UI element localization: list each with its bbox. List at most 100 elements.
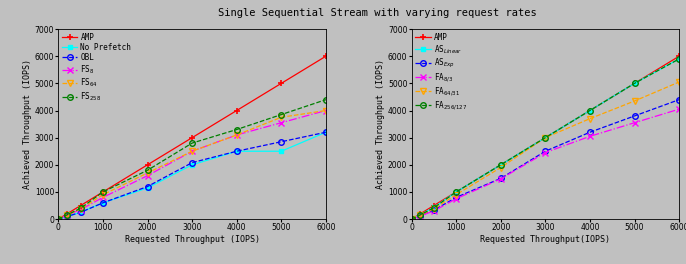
FS$_{64}$ (63, 214, 71, 217)
AMP (188, 136, 196, 139)
AS$_{Linear}$ (429, 206, 438, 209)
FA$_{8/3}$ (416, 214, 425, 218)
OBL (233, 150, 241, 153)
FA$_{256/127}$ (586, 109, 594, 112)
FA$_{8/3}$ (675, 107, 683, 111)
FA$_{64/31}$ (541, 136, 549, 139)
Line: AS$_{Linear}$: AS$_{Linear}$ (409, 56, 682, 221)
AMP (541, 136, 549, 139)
AMP (416, 212, 425, 215)
AMP (54, 218, 62, 221)
X-axis label: Requested Throughput(IOPS): Requested Throughput(IOPS) (480, 235, 611, 244)
FS$_{64}$ (143, 171, 152, 175)
AS$_{Exp}$ (586, 131, 594, 134)
FS$_{258}$ (54, 218, 62, 221)
FA$_{256/127}$ (497, 163, 505, 166)
AMP (233, 109, 241, 112)
FS$_8$ (322, 109, 330, 112)
No Prefetch (143, 186, 152, 190)
FA$_{256/127}$ (429, 206, 438, 209)
AS$_{Linear}$ (416, 213, 425, 216)
FA$_{256/127}$ (416, 213, 425, 216)
FA$_{64/31}$ (407, 218, 416, 221)
Line: OBL: OBL (56, 129, 329, 222)
AS$_{Exp}$ (497, 177, 505, 180)
FS$_8$ (143, 174, 152, 177)
FA$_{8/3}$ (586, 135, 594, 138)
AMP (277, 82, 285, 85)
FS$_{64}$ (54, 218, 62, 221)
AS$_{Linear}$ (541, 136, 549, 139)
FS$_8$ (188, 150, 196, 153)
AMP (497, 163, 505, 166)
FA$_{64/31}$ (630, 100, 639, 103)
FA$_{64/31}$ (586, 117, 594, 120)
AS$_{Exp}$ (407, 218, 416, 221)
AMP (407, 218, 416, 221)
AMP (77, 204, 85, 207)
OBL (54, 218, 62, 221)
AS$_{Linear}$ (630, 82, 639, 85)
Line: AS$_{Exp}$: AS$_{Exp}$ (409, 97, 682, 222)
AMP (322, 55, 330, 58)
AS$_{Linear}$ (452, 190, 460, 194)
AMP (99, 190, 107, 194)
FA$_{256/127}$ (630, 82, 639, 85)
FS$_{258}$ (233, 128, 241, 131)
AMP (675, 55, 683, 58)
FS$_8$ (233, 133, 241, 136)
FA$_{256/127}$ (407, 218, 416, 221)
Y-axis label: Achieved Throughput (IOPS): Achieved Throughput (IOPS) (23, 59, 32, 189)
FS$_{64}$ (99, 193, 107, 196)
AS$_{Exp}$ (452, 196, 460, 199)
OBL (143, 185, 152, 188)
No Prefetch (322, 131, 330, 134)
Line: FS$_8$: FS$_8$ (56, 108, 329, 222)
Line: FA$_{64/31}$: FA$_{64/31}$ (409, 79, 682, 222)
OBL (188, 161, 196, 164)
Line: FA$_{256/127}$: FA$_{256/127}$ (409, 56, 682, 222)
FS$_{258}$ (99, 190, 107, 194)
AMP (429, 204, 438, 207)
FS$_8$ (77, 208, 85, 211)
No Prefetch (277, 150, 285, 153)
Legend: AMP, No Prefetch, OBL, FS$_8$, FS$_{64}$, FS$_{258}$: AMP, No Prefetch, OBL, FS$_8$, FS$_{64}$… (60, 31, 133, 105)
AS$_{Linear}$ (497, 163, 505, 166)
FS$_{258}$ (143, 169, 152, 172)
FA$_{8/3}$ (630, 121, 639, 124)
Line: No Prefetch: No Prefetch (56, 130, 329, 221)
FS$_{64}$ (77, 208, 85, 211)
OBL (277, 140, 285, 143)
AMP (586, 109, 594, 112)
FS$_{258}$ (188, 142, 196, 145)
FA$_{64/31}$ (497, 166, 505, 169)
AMP (63, 212, 71, 215)
FS$_{64}$ (233, 133, 241, 136)
AS$_{Exp}$ (541, 150, 549, 153)
No Prefetch (63, 215, 71, 218)
OBL (77, 211, 85, 214)
Legend: AMP, AS$_{Linear}$, AS$_{Exp}$, FA$_{8/3}$, FA$_{64/31}$, FA$_{256/127}$: AMP, AS$_{Linear}$, AS$_{Exp}$, FA$_{8/3… (414, 31, 469, 113)
OBL (322, 131, 330, 134)
FA$_{64/31}$ (675, 81, 683, 84)
FA$_{64/31}$ (452, 193, 460, 196)
AMP (452, 190, 460, 194)
FA$_{8/3}$ (429, 209, 438, 213)
FA$_{8/3}$ (541, 151, 549, 154)
FA$_{256/127}$ (675, 57, 683, 60)
FS$_{64}$ (322, 109, 330, 112)
FA$_{8/3}$ (497, 177, 505, 181)
Line: AMP: AMP (409, 53, 682, 222)
No Prefetch (188, 163, 196, 166)
FS$_{64}$ (188, 150, 196, 153)
FS$_{258}$ (63, 213, 71, 216)
Y-axis label: Achieved Throughput (IOPS): Achieved Throughput (IOPS) (376, 59, 385, 189)
FS$_8$ (277, 121, 285, 124)
AS$_{Exp}$ (630, 114, 639, 117)
Line: AMP: AMP (56, 53, 329, 222)
AS$_{Exp}$ (675, 98, 683, 101)
FS$_8$ (63, 214, 71, 217)
Line: FS$_{64}$: FS$_{64}$ (56, 108, 329, 222)
No Prefetch (99, 201, 107, 204)
FS$_{258}$ (322, 98, 330, 101)
